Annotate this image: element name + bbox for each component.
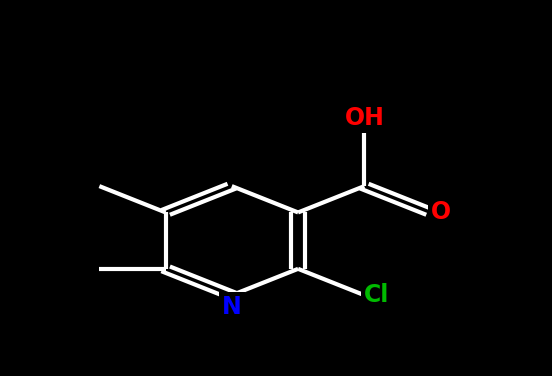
Text: Cl: Cl: [364, 283, 390, 307]
Text: OH: OH: [344, 106, 384, 130]
Text: N: N: [222, 295, 242, 319]
Text: O: O: [431, 200, 450, 224]
